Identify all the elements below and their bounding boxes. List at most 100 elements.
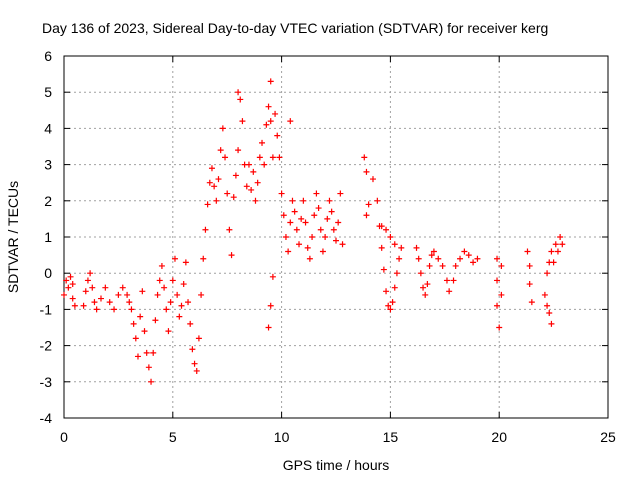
data-point xyxy=(130,320,137,327)
data-point xyxy=(365,201,372,208)
data-point xyxy=(544,270,551,277)
data-point xyxy=(148,378,155,385)
data-point xyxy=(219,125,226,132)
data-point xyxy=(311,212,318,219)
data-point xyxy=(102,284,109,291)
data-point xyxy=(171,255,178,262)
data-point xyxy=(232,172,239,179)
data-point xyxy=(252,197,259,204)
data-point xyxy=(269,154,276,161)
data-point xyxy=(278,190,285,197)
data-point xyxy=(237,96,244,103)
data-point xyxy=(450,277,457,284)
data-point xyxy=(239,118,246,125)
data-point xyxy=(69,295,76,302)
data-point xyxy=(128,306,135,313)
data-point xyxy=(82,288,89,295)
data-point xyxy=(211,183,218,190)
y-tick-label: 2 xyxy=(44,193,52,209)
data-point xyxy=(302,219,309,226)
data-point xyxy=(422,291,429,298)
data-point xyxy=(391,241,398,248)
y-tick-label: 1 xyxy=(44,229,52,245)
x-tick-label: 25 xyxy=(600,429,616,445)
data-point xyxy=(330,226,337,233)
data-point xyxy=(391,284,398,291)
data-point xyxy=(134,353,141,360)
data-point xyxy=(557,234,564,240)
data-point xyxy=(152,317,159,324)
data-point xyxy=(202,226,209,233)
data-point xyxy=(474,255,481,262)
data-point xyxy=(193,367,200,374)
data-point xyxy=(291,208,298,215)
data-point xyxy=(526,262,533,269)
data-point xyxy=(274,132,281,139)
data-point xyxy=(248,186,255,193)
y-tick-label: -2 xyxy=(40,338,53,354)
data-point xyxy=(143,349,150,356)
data-point xyxy=(163,306,170,313)
data-point xyxy=(548,248,555,255)
y-tick-label: 0 xyxy=(44,265,52,281)
data-point xyxy=(87,270,94,277)
data-point xyxy=(494,302,501,309)
y-axis-label: SDTVAR / TECUs xyxy=(5,181,21,293)
data-point xyxy=(287,219,294,226)
data-point xyxy=(552,241,559,248)
data-point xyxy=(313,190,320,197)
data-point xyxy=(380,266,387,273)
data-point xyxy=(335,219,342,226)
data-point xyxy=(287,118,294,125)
data-point xyxy=(430,248,437,255)
data-point xyxy=(544,302,551,309)
data-point xyxy=(61,291,67,298)
data-point xyxy=(111,306,118,313)
data-point xyxy=(145,364,152,371)
data-point xyxy=(524,248,531,255)
data-point xyxy=(306,255,313,262)
data-point xyxy=(498,262,505,269)
data-point xyxy=(415,255,422,262)
data-point xyxy=(369,176,376,183)
data-point xyxy=(200,255,207,262)
x-axis-label: GPS time / hours xyxy=(283,457,390,473)
data-point xyxy=(546,310,553,317)
axis-ticks: 0 5 10 15 20 25 -4 -3 -2 -1 0 1 2 3 4 5 6 xyxy=(40,48,616,445)
data-point xyxy=(261,161,268,168)
data-point xyxy=(215,176,222,183)
data-point xyxy=(169,277,176,284)
data-point xyxy=(156,277,163,284)
data-point xyxy=(115,291,122,298)
y-tick-label: 4 xyxy=(44,120,52,136)
data-point xyxy=(363,212,370,219)
data-point xyxy=(393,270,400,277)
data-point xyxy=(548,320,555,327)
y-tick-label: -1 xyxy=(40,301,53,317)
data-point xyxy=(93,306,100,313)
data-point xyxy=(235,147,242,154)
data-point xyxy=(293,226,300,233)
chart-title: Day 136 of 2023, Sidereal Day-to-day VTE… xyxy=(42,20,548,36)
data-point xyxy=(124,291,131,298)
data-point xyxy=(333,237,339,244)
data-point xyxy=(363,168,370,175)
data-point xyxy=(63,277,70,284)
data-point xyxy=(276,154,283,161)
data-point xyxy=(226,226,233,233)
data-point xyxy=(198,291,205,298)
y-tick-label: -3 xyxy=(40,374,53,390)
x-tick-label: 0 xyxy=(60,429,68,445)
data-point xyxy=(150,349,157,356)
x-tick-label: 15 xyxy=(383,429,399,445)
data-point xyxy=(374,197,381,204)
data-point xyxy=(132,335,139,342)
data-point xyxy=(361,154,368,161)
data-point xyxy=(161,284,168,291)
data-point xyxy=(222,154,229,161)
data-point xyxy=(259,139,266,146)
data-point xyxy=(387,234,394,240)
data-point xyxy=(398,244,405,251)
data-point xyxy=(378,223,385,230)
data-point xyxy=(158,262,165,269)
